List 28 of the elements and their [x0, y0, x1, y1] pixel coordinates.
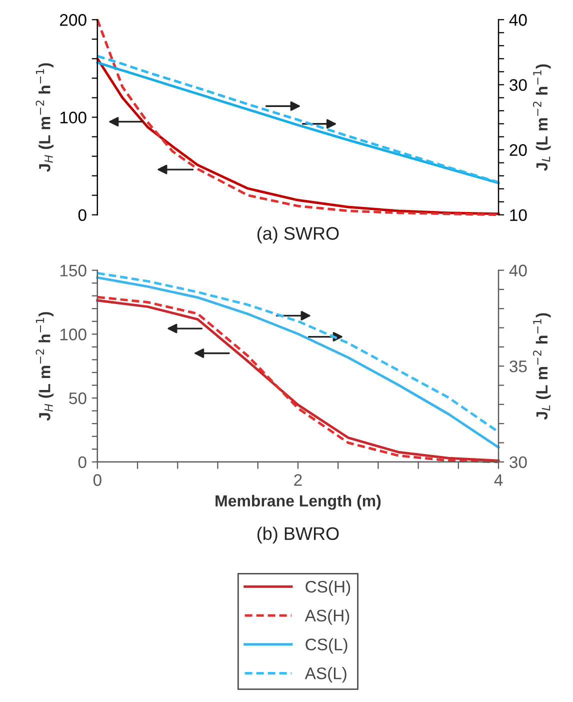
legend-label: AS(H) [304, 609, 350, 625]
y-axis-title: J$_{H}$ (L m$^{−2}$ h$^{−1}$) [36, 63, 54, 172]
y-tick-label: 0 [78, 456, 86, 468]
y-tick-label: 0 [78, 209, 86, 222]
y2-tick-label: 40 [509, 14, 527, 26]
y-tick-label: 50 [69, 392, 86, 404]
y-axis-title: J$_{H}$ (L m$^{−2}$ h$^{−1}$) [36, 312, 54, 421]
x-tick-label: 0 [93, 474, 102, 486]
x-tick-label: 2 [294, 474, 302, 486]
y2-tick-label: 40 [509, 264, 527, 276]
y2-tick-label: 20 [510, 144, 527, 156]
y2-tick-label: 30 [510, 456, 527, 468]
y2-axis-title: J$_{L}$ (L m$^{−2}$ h$^{−1}$) [533, 313, 551, 420]
legend-label: CS(H) [306, 580, 350, 596]
text: (a) SWRO [257, 226, 339, 244]
y2-tick-label: 30 [510, 79, 527, 91]
x-axis-title: Membrane Length (m) [216, 494, 381, 510]
y-tick-label: 100 [60, 328, 86, 340]
y-tick-label: 100 [60, 112, 86, 124]
y2-axis-title: J$_{L}$ (L m$^{−2}$ h$^{−1}$) [533, 64, 551, 171]
legend-label: CS(L) [306, 638, 348, 654]
y2-tick-label: 10 [510, 209, 527, 222]
legend-label: AS(L) [304, 667, 346, 683]
y-tick-label: 150 [60, 264, 86, 276]
y2-tick-label: 35 [510, 360, 527, 372]
y-tick-label: 200 [60, 14, 86, 26]
text: (b) BWRO [257, 526, 339, 544]
x-tick-label: 4 [494, 474, 503, 486]
